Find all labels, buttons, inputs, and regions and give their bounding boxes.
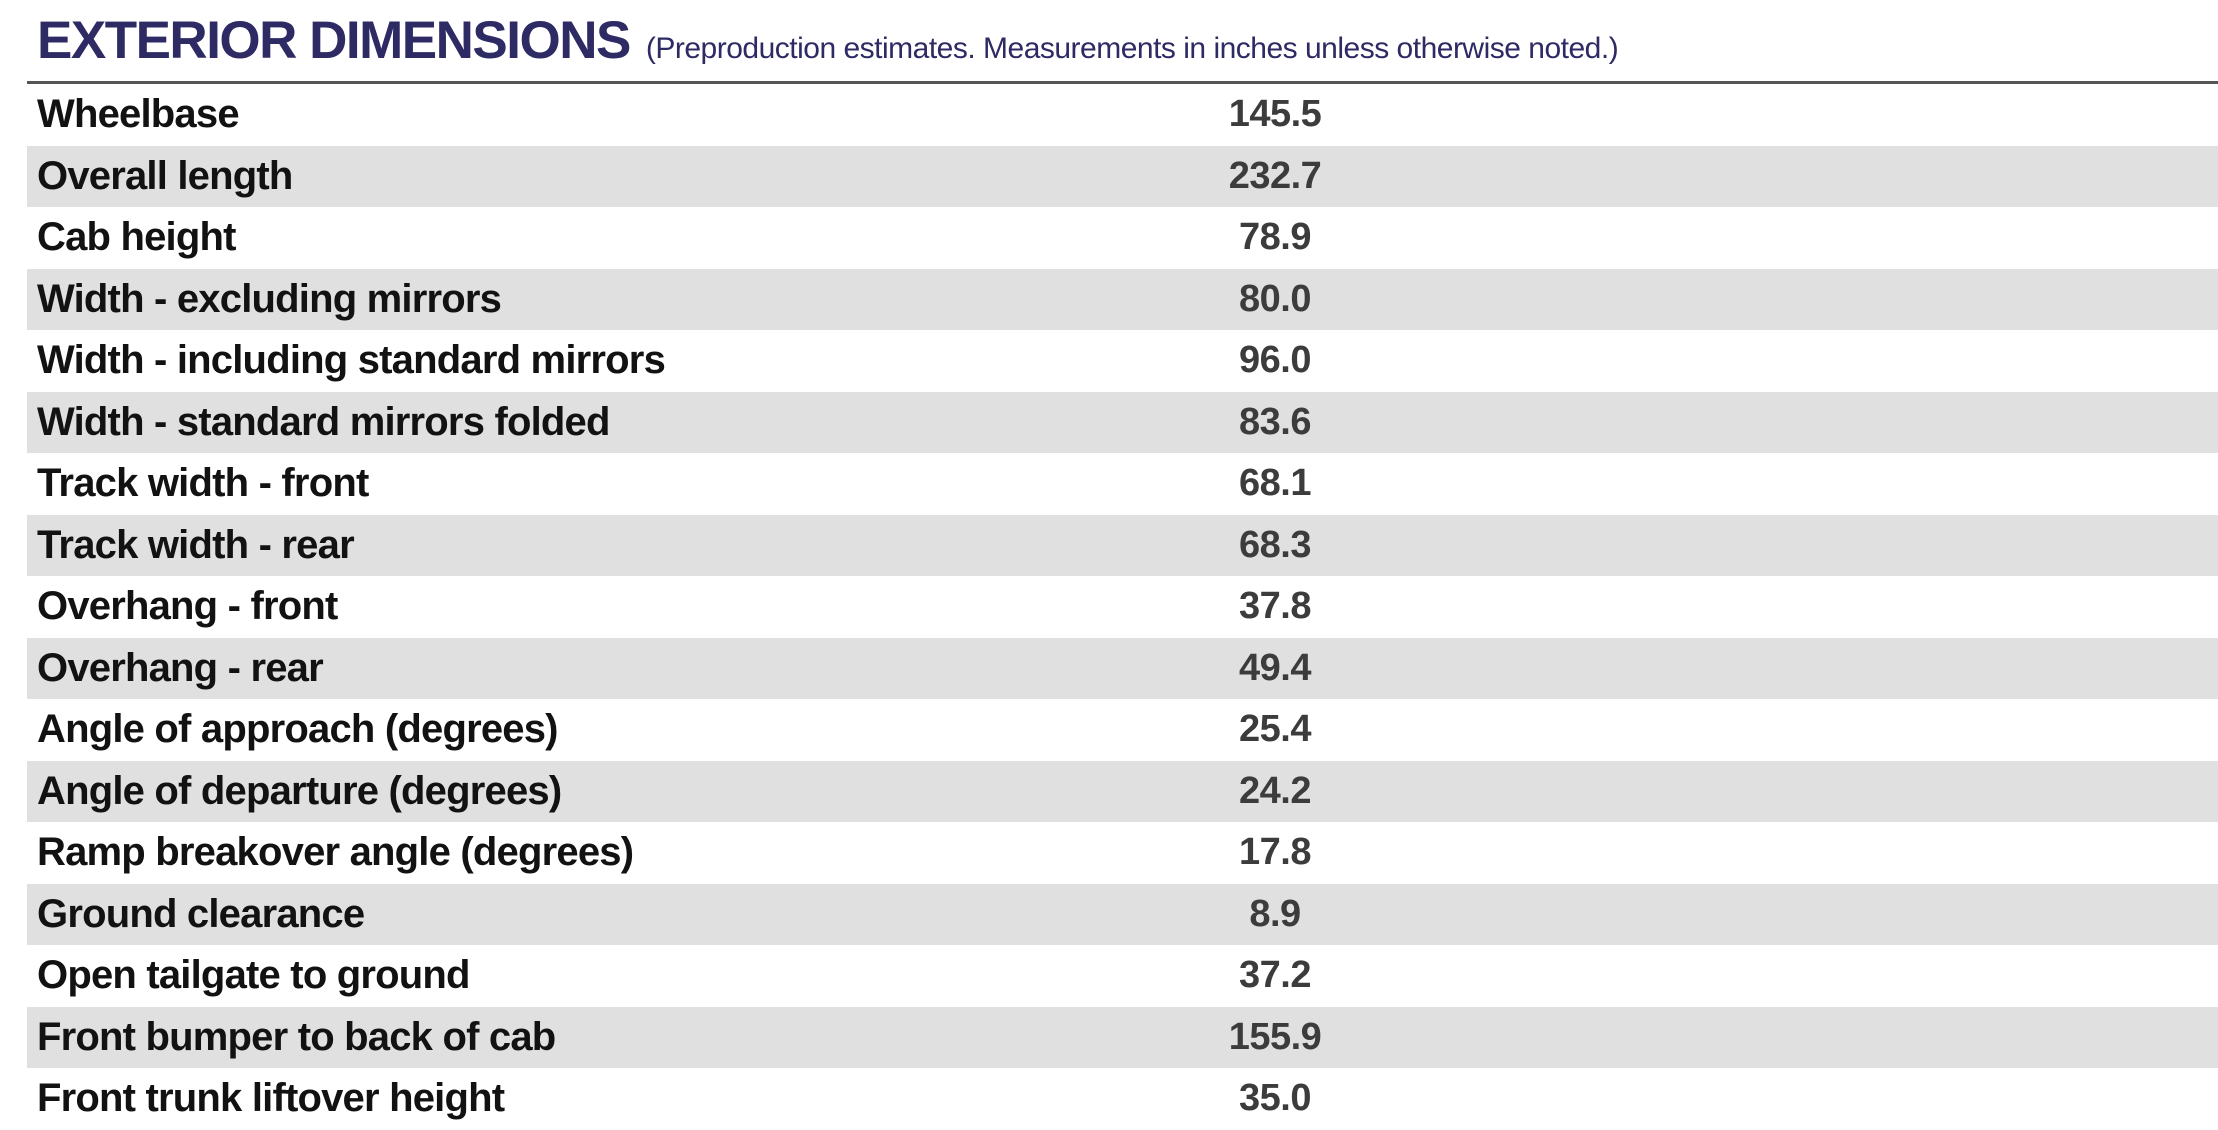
table-row: Width - including standard mirrors 96.0: [27, 330, 2218, 392]
dimension-value: 24.2: [1239, 769, 1311, 812]
table-row: Width - standard mirrors folded 83.6: [27, 391, 2218, 453]
dimension-value: 232.7: [1228, 154, 1322, 197]
dimension-value: 78.9: [1239, 216, 1311, 259]
section-subtitle: (Preproduction estimates. Measurements i…: [645, 32, 1619, 65]
table-row: Wheelbase 145.5: [27, 84, 2218, 146]
dimension-label: Front trunk liftover height: [37, 1076, 505, 1121]
dimension-value: 49.4: [1239, 646, 1311, 689]
dimensions-table: Wheelbase 145.5 Overall length 232.7 Cab hei…: [27, 84, 2218, 1130]
dimension-value: 37.8: [1239, 585, 1311, 628]
table-row: Ramp breakover angle (degrees) 17.8: [27, 822, 2218, 884]
dimension-label: Ground clearance: [37, 891, 365, 936]
table-row: Cab height 78.9: [27, 207, 2218, 269]
dimension-label: Angle of approach (degrees): [37, 707, 559, 752]
table-row: Overhang - rear 49.4: [27, 637, 2218, 699]
dimension-value: 155.9: [1228, 1015, 1322, 1058]
dimension-label: Track width - rear: [37, 522, 355, 567]
table-row: Open tailgate to ground 37.2: [27, 945, 2218, 1007]
dimension-label: Ramp breakover angle (degrees): [37, 830, 634, 875]
table-row: Track width - rear 68.3: [27, 514, 2218, 576]
dimension-value: 68.3: [1239, 523, 1311, 566]
dimension-label: Overall length: [37, 153, 293, 198]
dimension-label: Wheelbase: [37, 92, 240, 137]
dimension-value: 25.4: [1239, 708, 1311, 751]
dimension-label: Overhang - front: [37, 584, 338, 629]
dimension-value: 80.0: [1239, 277, 1311, 320]
dimension-label: Front bumper to back of cab: [37, 1014, 556, 1059]
table-row: Overhang - front 37.8: [27, 576, 2218, 638]
table-row: Angle of departure (degrees) 24.2: [27, 760, 2218, 822]
dimension-value: 96.0: [1239, 339, 1311, 382]
section-title: EXTERIOR DIMENSIONS: [37, 11, 631, 70]
dimension-label: Angle of departure (degrees): [37, 768, 562, 813]
table-row: Front trunk liftover height 35.0: [27, 1068, 2218, 1130]
section-header: EXTERIOR DIMENSIONS (Preproduction estim…: [37, 10, 1619, 71]
header-divider: [27, 81, 2218, 84]
dimension-label: Cab height: [37, 215, 236, 260]
dimension-label: Width - standard mirrors folded: [37, 399, 610, 444]
dimension-value: 68.1: [1239, 462, 1311, 505]
dimension-value: 83.6: [1239, 400, 1311, 443]
dimension-value: 8.9: [1249, 892, 1301, 935]
table-row: Track width - front 68.1: [27, 453, 2218, 515]
dimension-value: 35.0: [1239, 1077, 1311, 1120]
dimension-label: Width - excluding mirrors: [37, 276, 502, 321]
dimension-value: 37.2: [1239, 954, 1311, 997]
dimension-label: Track width - front: [37, 461, 369, 506]
table-row: Front bumper to back of cab 155.9: [27, 1006, 2218, 1068]
table-row: Angle of approach (degrees) 25.4: [27, 699, 2218, 761]
dimension-label: Overhang - rear: [37, 645, 324, 690]
dimension-label: Width - including standard mirrors: [37, 338, 666, 383]
table-row: Width - excluding mirrors 80.0: [27, 268, 2218, 330]
dimension-value: 145.5: [1228, 93, 1322, 136]
dimension-value: 17.8: [1239, 831, 1311, 874]
table-row: Overall length 232.7: [27, 145, 2218, 207]
dimension-label: Open tailgate to ground: [37, 953, 471, 998]
table-row: Ground clearance 8.9: [27, 883, 2218, 945]
